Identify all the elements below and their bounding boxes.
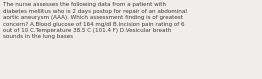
- Text: The nurse assesses the following data from a patient with
diabetes mellitus who : The nurse assesses the following data fr…: [3, 2, 187, 39]
